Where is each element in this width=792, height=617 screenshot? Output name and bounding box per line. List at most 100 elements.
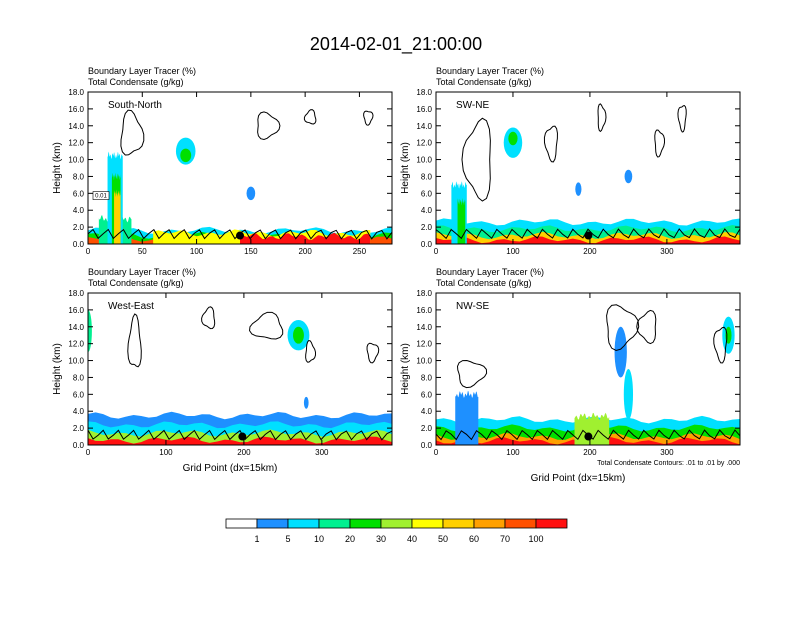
x-tick-label: 100: [506, 247, 520, 256]
y-tick-label: 18.0: [68, 289, 84, 298]
y-tick-label: 2.0: [421, 424, 433, 433]
y-tick-label: 0.0: [73, 240, 85, 249]
panel-frame: [435, 292, 741, 446]
tracer-cell: [246, 186, 256, 201]
condensate-contour: [456, 359, 488, 389]
condensate-contour: [713, 326, 728, 364]
tracer-field: [455, 390, 479, 445]
x-tick-label: 50: [138, 247, 147, 256]
condensate-contour: [305, 340, 316, 363]
y-tick-label: 6.0: [421, 189, 433, 198]
colorbar-label: 100: [528, 534, 543, 544]
tracer-cell: [180, 148, 192, 163]
panel-subtitle-1: Boundary Layer Tracer (%): [436, 66, 544, 76]
location-marker: [584, 231, 593, 240]
y-tick-label: 12.0: [68, 139, 84, 148]
condensate-contour: [677, 104, 687, 133]
condensate-contour: [654, 129, 665, 158]
tracer-field: [457, 198, 466, 244]
y-tick-label: 12.0: [416, 340, 432, 349]
condensate-contour: [257, 111, 281, 140]
colorbar-swatch: [504, 518, 537, 529]
panel-frame: [87, 292, 393, 446]
panel-label: SW-NE: [456, 100, 489, 111]
y-axis-label: Height (km): [52, 343, 63, 395]
figure-title: 2014-02-01_21:00:00: [310, 34, 482, 55]
panel-subtitle-1: Boundary Layer Tracer (%): [88, 267, 196, 277]
colorbar-swatch: [380, 518, 413, 529]
condensate-contour: [127, 313, 142, 368]
x-tick-label: 200: [583, 247, 597, 256]
condensate-contour: [303, 109, 317, 125]
colorbar-label: 1: [254, 534, 259, 544]
x-tick-label: 150: [244, 247, 258, 256]
colorbar-label: 40: [407, 534, 417, 544]
panel-subtitle-1: Boundary Layer Tracer (%): [88, 66, 196, 76]
tracer-cell: [293, 326, 304, 344]
y-tick-label: 8.0: [73, 373, 85, 382]
colorbar: 1 5 10 20 30 40 50 60 70 100: [225, 518, 568, 544]
panel-subtitle-2: Total Condensate (g/kg): [436, 77, 532, 87]
x-tick-label: 0: [434, 247, 439, 256]
colorbar-swatch: [225, 518, 258, 529]
y-axis-label: Height (km): [400, 142, 411, 194]
y-tick-label: 8.0: [421, 373, 433, 382]
location-marker: [236, 231, 244, 240]
x-tick-label: 300: [660, 448, 674, 457]
condensate-contour: [88, 429, 392, 441]
panel-2: 0.0 2.0 4.0 6.0 8.0 10.0 12.0 14.0 16.0 18.0 0 100 2…: [400, 66, 741, 256]
y-tick-label: 2.0: [421, 223, 433, 232]
condensate-contour: [201, 306, 216, 330]
x-tick-label: 0: [434, 448, 439, 457]
x-tick-label: 200: [298, 247, 312, 256]
condensate-contour: [543, 125, 558, 163]
tracer-cell: [88, 309, 92, 353]
contour-note: Total Condensate Contours: .01 to .01 by…: [597, 460, 740, 467]
y-tick-label: 10.0: [68, 156, 84, 165]
y-tick-label: 4.0: [73, 407, 85, 416]
colorbar-swatch: [287, 518, 320, 529]
contour-label-box: [92, 191, 110, 200]
x-tick-label: 0: [86, 247, 91, 256]
panel-subtitle-2: Total Condensate (g/kg): [88, 278, 184, 288]
colorbar-label: 20: [345, 534, 355, 544]
x-axis-label: Grid Point (dx=15km): [531, 473, 626, 484]
colorbar-swatch: [256, 518, 289, 529]
y-tick-label: 16.0: [416, 306, 432, 315]
y-tick-label: 14.0: [68, 323, 84, 332]
colorbar-swatch: [318, 518, 351, 529]
tracer-field: [574, 412, 610, 445]
colorbar-swatch: [535, 518, 568, 529]
x-tick-label: 200: [237, 448, 251, 457]
x-tick-label: 100: [190, 247, 204, 256]
y-tick-label: 16.0: [416, 105, 432, 114]
panel-label: West-East: [108, 301, 154, 312]
panel-label: South-North: [108, 100, 162, 111]
y-tick-label: 0.0: [421, 240, 433, 249]
y-tick-label: 14.0: [416, 323, 432, 332]
x-tick-label: 300: [660, 247, 674, 256]
plot-area: [88, 306, 392, 445]
y-axis-label: Height (km): [400, 343, 411, 395]
panel-frame: [87, 91, 393, 245]
panel-1: 0.0 2.0 4.0 6.0 8.0 10.0 12.0 14.0 16.0 18.0 0 50 10…: [52, 66, 393, 256]
tracer-cell: [508, 131, 518, 146]
y-tick-label: 4.0: [73, 206, 85, 215]
plot-area: [436, 304, 740, 445]
x-tick-label: 100: [159, 448, 173, 457]
panels: 0.0 2.0 4.0 6.0 8.0 10.0 12.0 14.0 16.0 18.0 0 50 10…: [52, 66, 741, 484]
y-tick-label: 18.0: [68, 88, 84, 97]
tracer-cell: [624, 169, 633, 184]
colorbar-swatch: [411, 518, 444, 529]
condensate-contour: [597, 103, 607, 133]
tracer-cell: [303, 396, 309, 409]
y-tick-label: 4.0: [421, 407, 433, 416]
tracer-field: [240, 232, 371, 244]
y-tick-label: 6.0: [73, 189, 85, 198]
colorbar-swatch: [442, 518, 475, 529]
y-tick-label: 16.0: [68, 306, 84, 315]
panel-subtitle-2: Total Condensate (g/kg): [436, 278, 532, 288]
colorbar-label: 50: [438, 534, 448, 544]
